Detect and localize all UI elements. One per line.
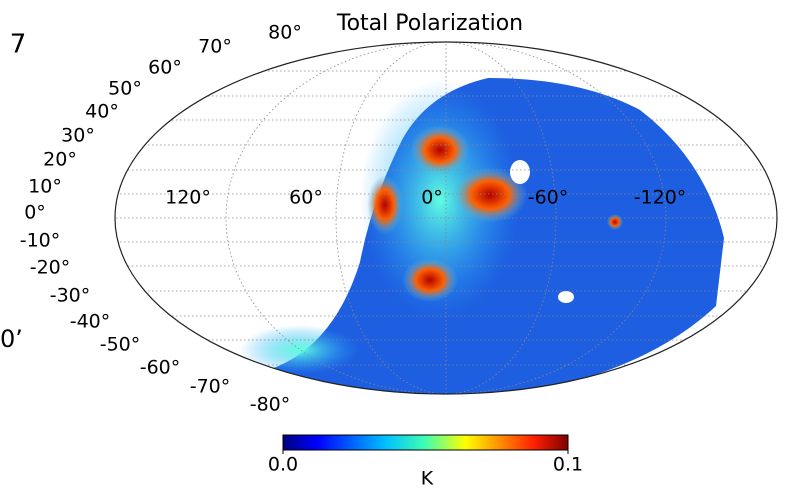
latitude-label: -80°	[250, 394, 291, 416]
edge-fragment: 0’	[0, 325, 23, 353]
latitude-label: -70°	[190, 376, 231, 398]
map-outline	[114, 41, 778, 395]
latitude-label: -50°	[100, 334, 141, 356]
map-data	[150, 78, 724, 394]
latitude-label: 10°	[28, 176, 62, 198]
latitude-label: -60°	[140, 357, 181, 379]
graticule	[115, 42, 777, 394]
longitude-label: -60°	[528, 187, 569, 209]
latitude-label: 0°	[24, 202, 46, 224]
edge-fragment: 7	[10, 30, 27, 60]
longitude-label: 120°	[165, 187, 211, 209]
latitude-label: -20°	[30, 257, 71, 279]
colorbar-tick-label: 0.1	[553, 454, 583, 476]
latitude-label: 50°	[108, 78, 142, 100]
latitude-label: -10°	[20, 230, 61, 252]
title: Total Polarization	[336, 11, 523, 36]
longitude-labels: 120° 60° 0° -60° -120°	[165, 187, 686, 209]
colorbar-label: K	[421, 468, 434, 490]
latitude-label: -30°	[50, 285, 91, 307]
colorbar-tick-label: 0.0	[268, 454, 298, 476]
latitude-label: 80°	[268, 22, 302, 44]
latitude-labels: 80° 70° 60° 50°40°30°20° 10° 0° -10° -20° -30° -4…	[20, 22, 302, 416]
longitude-label: -120°	[634, 187, 687, 209]
latitude-label: 40°	[85, 101, 119, 123]
latitude-label: 20°	[43, 149, 77, 171]
latitude-label: 30°	[61, 125, 95, 147]
latitude-label: 70°	[198, 36, 232, 58]
colorbar	[282, 434, 569, 451]
latitude-label: 60°	[148, 57, 182, 79]
longitude-label: 60°	[289, 187, 323, 209]
latitude-label: -40°	[70, 311, 111, 333]
longitude-label: 0°	[421, 187, 443, 209]
